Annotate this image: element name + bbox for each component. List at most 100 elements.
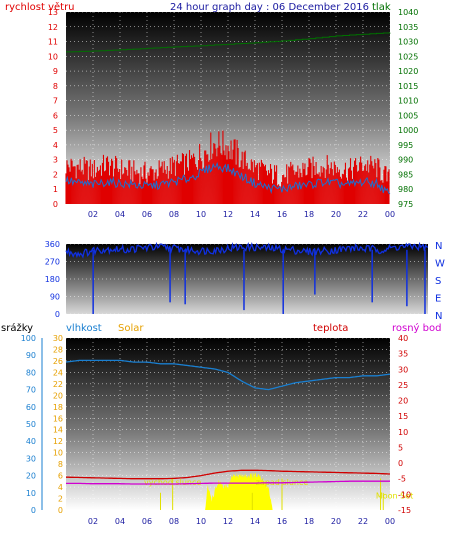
temp-ytick-label: 10 (398, 428, 408, 437)
wind-ytick-label: 5 (53, 126, 58, 135)
temp-xtick-label: 20 (331, 517, 341, 526)
solar-ytick-label: 28 (53, 345, 63, 354)
wind-average-line (65, 161, 391, 195)
temperature-ticks: 0246810121416182022242628300102030405060… (21, 334, 411, 526)
dewpoint-line (66, 480, 390, 485)
temp-xtick-label: 22 (358, 517, 368, 526)
compass-label: N (435, 241, 442, 252)
temp-ytick-label: 5 (398, 443, 403, 452)
dewpoint-label: rosný bod (392, 322, 441, 334)
wind-xtick-label: 04 (115, 210, 125, 219)
wind-speed-label: rychlost větru (5, 1, 75, 13)
pressure-ytick-label: 1025 (398, 52, 418, 61)
solar-ytick-label: 2 (58, 495, 63, 504)
wind-xtick-label: 16 (277, 210, 287, 219)
solar-ytick-label: 0 (58, 506, 63, 515)
temp-xtick-label: 18 (304, 517, 314, 526)
solar-area (205, 472, 273, 510)
precip-ytick-label: 30 (26, 454, 36, 463)
temp-xtick-label: 12 (223, 517, 233, 526)
compass-label: W (435, 259, 445, 270)
temp-xtick-label: 16 (277, 517, 287, 526)
temp-ytick-label: -10 (398, 490, 411, 499)
temp-ytick-label: -15 (398, 506, 411, 515)
precip-ytick-label: 0 (31, 506, 36, 515)
pressure-label: tlak (372, 2, 391, 13)
pressure-ytick-label: 1015 (398, 82, 418, 91)
solar-ytick-label: 22 (53, 380, 63, 389)
solar-ytick-label: 4 (58, 483, 63, 492)
event-label: Moon Set (376, 492, 413, 501)
temperature-label: teplota (313, 323, 348, 334)
pressure-ytick-label: 1010 (398, 97, 418, 106)
wind-ytick-label: 10 (48, 52, 58, 61)
pressure-ytick-label: 985 (398, 170, 413, 179)
direction-ytick-label: 270 (45, 258, 60, 267)
temp-ytick-label: 0 (398, 459, 403, 468)
wind-ytick-label: 1 (53, 185, 58, 194)
pressure-ytick-label: 1040 (398, 8, 418, 17)
direction-grid (66, 243, 428, 315)
wind-series (65, 32, 391, 204)
precip-ytick-label: 40 (26, 437, 36, 446)
wind-ytick-label: 12 (48, 23, 58, 32)
direction-ytick-label: 90 (50, 293, 60, 302)
direction-line (65, 241, 429, 259)
pressure-ytick-label: 1035 (398, 23, 418, 32)
solar-ytick-label: 10 (53, 449, 63, 458)
wind-ytick-label: 11 (48, 38, 58, 47)
event-label: východ slunce (144, 478, 201, 487)
solar-ytick-label: 20 (53, 391, 63, 400)
pressure-ytick-label: 990 (398, 156, 413, 165)
temp-xtick-label: 00 (385, 517, 395, 526)
temperature-line (66, 469, 390, 480)
direction-series (65, 241, 429, 314)
temp-ytick-label: 20 (398, 397, 408, 406)
solar-ytick-label: 14 (53, 426, 63, 435)
wind-ytick-label: 6 (53, 111, 58, 120)
temp-xtick-label: 04 (115, 517, 125, 526)
wind-xtick-label: 08 (169, 210, 179, 219)
wind-xtick-label: 20 (331, 210, 341, 219)
wind-ytick-label: 8 (53, 82, 58, 91)
precip-ytick-label: 70 (26, 386, 36, 395)
wind-xtick-label: 12 (223, 210, 233, 219)
wind-xtick-label: 02 (88, 210, 98, 219)
solar-ytick-label: 30 (53, 334, 63, 343)
pressure-ytick-label: 1030 (398, 38, 418, 47)
precip-ytick-label: 90 (26, 351, 36, 360)
solar-ytick-label: 18 (53, 403, 63, 412)
pressure-ytick-label: 1000 (398, 126, 418, 135)
chart-title: 24 hour graph day : 06 December 2016 (170, 2, 369, 13)
pressure-ytick-label: 1020 (398, 67, 418, 76)
pressure-line (66, 32, 391, 53)
solar-ytick-label: 24 (53, 368, 63, 377)
wind-ytick-label: 13 (48, 8, 58, 17)
solar-ytick-label: 8 (58, 460, 63, 469)
wind-ytick-label: 3 (53, 156, 58, 165)
pressure-ytick-label: 980 (398, 185, 413, 194)
temp-ytick-label: 40 (398, 334, 408, 343)
wind-xtick-label: 22 (358, 210, 368, 219)
wind-pressure-panel: 0123456789101112139759809859909951000100… (5, 1, 418, 219)
temp-xtick-label: 06 (142, 517, 152, 526)
pressure-ytick-label: 1005 (398, 111, 418, 120)
direction-ytick-label: 0 (55, 310, 60, 319)
precip-ytick-label: 20 (26, 472, 36, 481)
precip-ytick-label: 60 (26, 403, 36, 412)
temp-ytick-label: 35 (398, 350, 408, 359)
wind-xtick-label: 14 (250, 210, 260, 219)
wind-ticks: 0123456789101112139759809859909951000100… (48, 8, 419, 219)
wind-ytick-label: 0 (53, 200, 58, 209)
temp-xtick-label: 10 (196, 517, 206, 526)
pressure-ytick-label: 995 (398, 141, 413, 150)
wind-ytick-label: 4 (53, 141, 58, 150)
solar-ytick-label: 6 (58, 472, 63, 481)
wind-ytick-label: 9 (53, 67, 58, 76)
temp-xtick-label: 08 (169, 517, 179, 526)
